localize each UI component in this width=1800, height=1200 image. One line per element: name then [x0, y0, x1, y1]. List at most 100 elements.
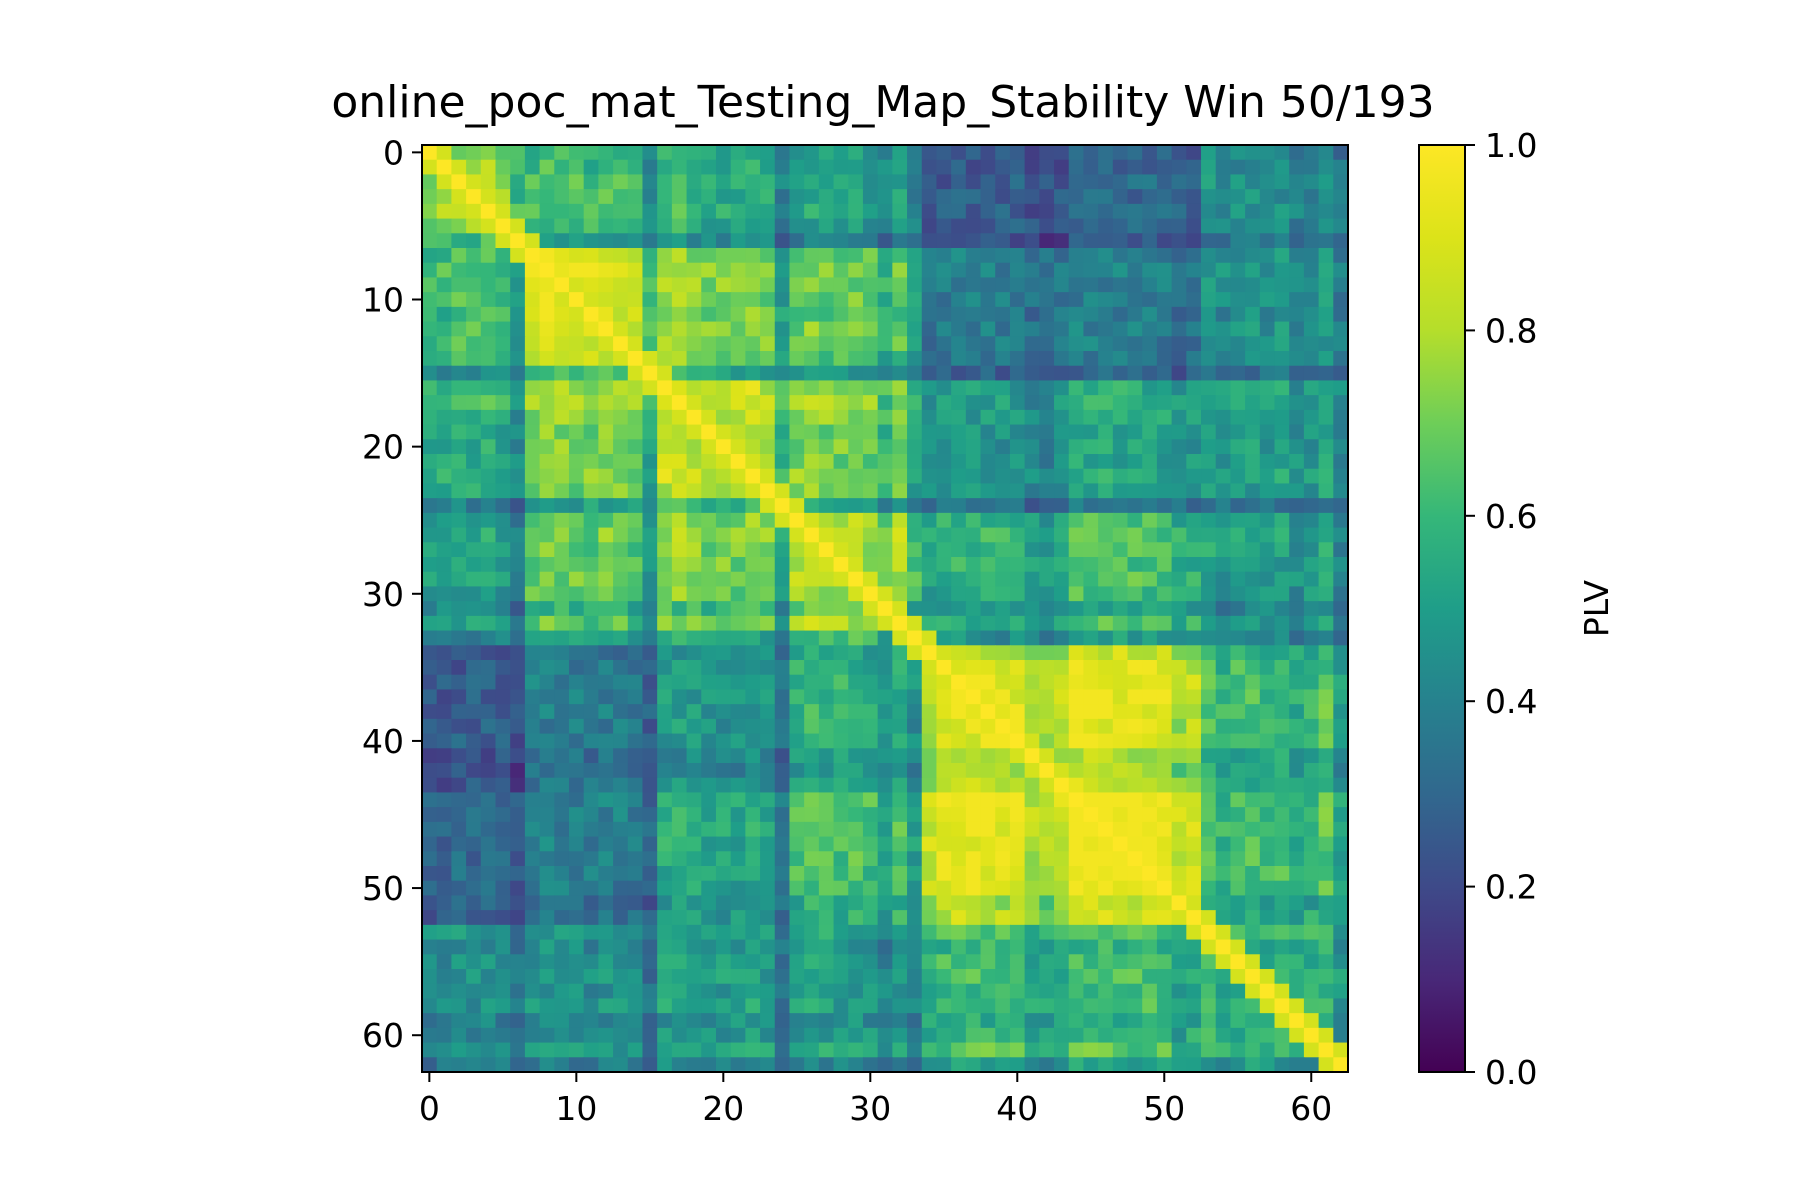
heatmap-cell [1054, 483, 1070, 499]
heatmap-cell [774, 542, 791, 558]
heatmap-cell [1289, 704, 1305, 720]
heatmap-cell [1068, 159, 1085, 176]
heatmap-cell [495, 424, 511, 440]
heatmap-cell [1039, 998, 1055, 1014]
heatmap-cell [1098, 601, 1114, 617]
heatmap-cell [715, 321, 732, 337]
heatmap-cell [657, 365, 673, 382]
heatmap-cell [760, 498, 776, 514]
heatmap-cell [1289, 159, 1305, 176]
heatmap-cell [715, 586, 732, 602]
heatmap-cell [1201, 763, 1217, 779]
heatmap-cell [774, 689, 791, 705]
heatmap-cell [466, 542, 482, 558]
heatmap-cell [422, 645, 438, 661]
heatmap-cell [495, 733, 511, 749]
heatmap-cell [1171, 689, 1187, 705]
heatmap-cell [1259, 733, 1276, 749]
heatmap-cell [1039, 821, 1055, 838]
heatmap-cell [671, 969, 688, 985]
heatmap-cell [510, 557, 526, 573]
heatmap-cell [1215, 189, 1232, 205]
heatmap-cell [730, 203, 746, 220]
heatmap-cell [701, 483, 717, 499]
heatmap-cell [1186, 924, 1202, 941]
heatmap-cell [613, 145, 629, 161]
heatmap-cell [657, 321, 673, 337]
heatmap-cell [965, 512, 982, 529]
heatmap-cell [642, 924, 658, 941]
heatmap-cell [436, 380, 452, 396]
heatmap-cell [583, 218, 599, 234]
heatmap-cell [789, 777, 805, 794]
heatmap-cell [554, 145, 570, 161]
heatmap-cell [715, 189, 732, 205]
heatmap-cell [848, 483, 864, 499]
heatmap-cell [1259, 174, 1276, 190]
heatmap-cell [745, 498, 761, 514]
heatmap-cell [1083, 336, 1099, 352]
heatmap-cell [789, 512, 805, 529]
heatmap-cell [1068, 454, 1085, 470]
heatmap-cell [936, 498, 952, 514]
heatmap-cell [1009, 277, 1026, 293]
heatmap-cell [598, 718, 614, 735]
heatmap-cell [1303, 321, 1320, 337]
heatmap-cell [1039, 807, 1055, 823]
heatmap-cell [1245, 483, 1261, 499]
heatmap-cell [1127, 498, 1143, 514]
heatmap-cell [1230, 218, 1246, 234]
heatmap-cell [1245, 321, 1261, 337]
heatmap-cell [539, 336, 555, 352]
heatmap-cell [701, 498, 717, 514]
heatmap-cell [451, 792, 467, 808]
heatmap-cell [554, 380, 570, 396]
heatmap-cell [422, 203, 438, 220]
heatmap-cell [539, 233, 555, 249]
heatmap-cell [804, 218, 820, 234]
heatmap-cell [1112, 615, 1129, 632]
heatmap-cell [745, 203, 761, 220]
heatmap-cell [1318, 218, 1334, 234]
heatmap-cell [745, 454, 761, 470]
heatmap-cell [686, 763, 702, 779]
heatmap-cell [495, 512, 511, 529]
heatmap-cell [848, 895, 864, 911]
heatmap-cell [745, 159, 761, 176]
heatmap-cell [436, 689, 452, 705]
heatmap-cell [1230, 674, 1246, 691]
heatmap-cell [568, 1042, 585, 1058]
heatmap-cell [715, 983, 732, 1000]
heatmap-cell [627, 836, 644, 852]
heatmap-cell [671, 203, 688, 220]
heatmap-cell [1083, 527, 1099, 543]
heatmap-cell [554, 836, 570, 852]
heatmap-cell [642, 969, 658, 985]
heatmap-cell [951, 218, 967, 234]
heatmap-cell [627, 557, 644, 573]
heatmap-cell [833, 248, 849, 264]
heatmap-cell [1289, 674, 1305, 691]
heatmap-cell [1127, 645, 1143, 661]
heatmap-cell [921, 1027, 938, 1044]
heatmap-cell [1009, 807, 1026, 823]
heatmap-cell [1186, 527, 1202, 543]
heatmap-cell [833, 424, 849, 440]
heatmap-cell [1230, 542, 1246, 558]
heatmap-cell [1303, 145, 1320, 161]
heatmap-cell [613, 424, 629, 440]
heatmap-cell [804, 645, 820, 661]
heatmap-cell [686, 306, 702, 323]
heatmap-cell [627, 718, 644, 735]
heatmap-cell [1245, 571, 1261, 588]
heatmap-cell [1303, 336, 1320, 352]
heatmap-cell [774, 660, 791, 676]
heatmap-cell [701, 395, 717, 411]
heatmap-cell [848, 630, 864, 646]
heatmap-cell [848, 571, 864, 588]
heatmap-cell [715, 424, 732, 440]
heatmap-cell [774, 409, 791, 426]
heatmap-cell [1171, 292, 1187, 308]
heatmap-cell [877, 880, 893, 897]
heatmap-cell [965, 365, 982, 382]
